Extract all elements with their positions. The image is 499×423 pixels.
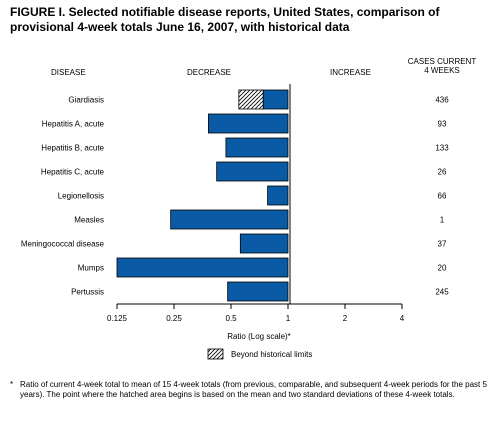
category-label-pertussis: Pertussis [71, 288, 104, 297]
bar-hatched-giardiasis [238, 89, 264, 110]
case-count-hepatitis-c-acute: 26 [438, 168, 447, 177]
bar-pertussis [227, 281, 289, 302]
case-count-measles: 1 [440, 216, 445, 225]
category-label-hepatitis-b-acute: Hepatitis B, acute [41, 144, 104, 153]
bar-hepatitis-c-acute [216, 161, 289, 182]
bar-hepatitis-a-acute [208, 113, 289, 134]
category-label-mumps: Mumps [78, 264, 104, 273]
x-tick-label: 2 [343, 314, 348, 323]
legend-label: Beyond historical limits [231, 350, 312, 359]
footnote: * Ratio of current 4-week total to mean … [10, 380, 490, 400]
footnote-marker: * [10, 380, 14, 389]
footnote-text: Ratio of current 4-week total to mean of… [20, 380, 487, 399]
bar-hepatitis-b-acute [225, 137, 289, 158]
bars-group [116, 89, 289, 302]
case-count-pertussis: 245 [435, 288, 449, 297]
category-label-meningococcal-disease: Meningococcal disease [21, 240, 105, 249]
category-label-giardiasis: Giardiasis [68, 96, 104, 105]
case-count-mumps: 20 [438, 264, 447, 273]
bar-measles [170, 209, 289, 230]
bar-giardiasis [262, 89, 289, 110]
case-count-giardiasis: 436 [435, 96, 449, 105]
category-label-hepatitis-a-acute: Hepatitis A, acute [42, 120, 105, 129]
legend: Beyond historical limits [207, 348, 312, 360]
category-label-legionellosis: Legionellosis [58, 192, 104, 201]
x-tick-label: 0.5 [225, 314, 237, 323]
header-decrease: DECREASE [187, 68, 231, 77]
category-labels: Giardiasis Hepatitis A, acute Hepatitis B,… [21, 96, 105, 297]
header-cases-line2: 4 WEEKS [424, 66, 460, 75]
case-count-hepatitis-b-acute: 133 [435, 144, 449, 153]
category-label-hepatitis-c-acute: Hepatitis C, acute [41, 168, 105, 177]
x-tick-label: 4 [400, 314, 405, 323]
case-count-meningococcal-disease: 37 [438, 240, 447, 249]
case-counts: 436 93 133 26 66 1 37 20 245 [435, 96, 449, 297]
bar-meningococcal-disease [239, 233, 289, 254]
header-disease: DISEASE [51, 68, 86, 77]
category-label-measles: Measles [74, 216, 104, 225]
x-tick-label: 0.25 [166, 314, 182, 323]
bar-legionellosis [267, 185, 289, 206]
x-tick-label: 1 [286, 314, 291, 323]
x-ticks: 0.125 0.25 0.5 1 2 4 [107, 304, 405, 323]
header-cases-line1: CASES CURRENT [408, 57, 477, 66]
bar-mumps [116, 257, 289, 278]
x-axis-label: Ratio (Log scale)* [227, 332, 291, 341]
case-count-legionellosis: 66 [438, 192, 447, 201]
legend-hatch-swatch [207, 348, 224, 360]
figure-title: FIGURE I. Selected notifiable disease re… [10, 5, 440, 34]
case-count-hepatitis-a-acute: 93 [438, 120, 447, 129]
header-increase: INCREASE [330, 68, 371, 77]
x-tick-label: 0.125 [107, 314, 128, 323]
